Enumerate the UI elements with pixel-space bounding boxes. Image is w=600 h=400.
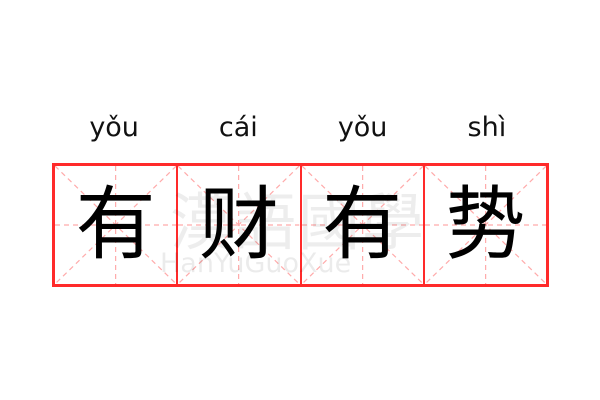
guide-line [425,166,546,284]
character: 财 [198,178,279,271]
pinyin-1: yǒu [89,112,139,143]
char-cell: 财 [176,166,299,284]
guide-lines [302,166,423,284]
char-cell: 有 [299,166,423,284]
character: 有 [322,178,403,271]
watermark: 漢語國學 [170,186,427,259]
guide-line [302,166,423,284]
pinyin-4: shì [467,112,507,143]
character: 有 [75,178,156,271]
pinyin-3: yǒu [337,112,388,143]
guide-lines [55,166,176,284]
guide-line [55,166,176,284]
guide-lines [178,166,299,284]
pinyin-2: cái [218,112,258,143]
character: 势 [445,178,526,271]
char-cell: 有 [55,166,176,284]
guide-line [178,166,299,284]
char-cell: 势 [422,166,546,284]
tianzige-grid: 有 财 有 势 [52,163,549,287]
watermark-latin: HanYuGuoXue [160,248,352,279]
guide-lines [425,166,546,284]
pinyin-row: yǒu cái yǒu shì [52,108,549,148]
